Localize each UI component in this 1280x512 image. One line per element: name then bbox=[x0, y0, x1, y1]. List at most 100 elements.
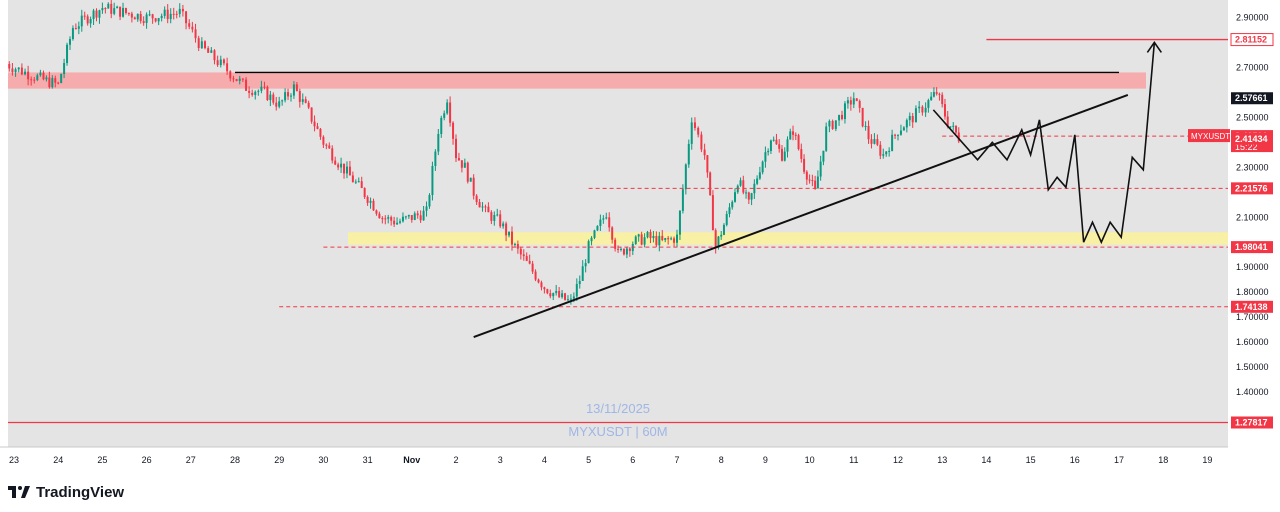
candle-body bbox=[849, 100, 852, 105]
candle-body bbox=[731, 201, 734, 208]
x-tick-label: 26 bbox=[142, 455, 152, 465]
candle-body bbox=[921, 106, 924, 113]
y-tick-label: 2.50000 bbox=[1236, 112, 1269, 122]
candle-body bbox=[80, 15, 83, 27]
candle-body bbox=[590, 237, 593, 242]
x-tick-label: 17 bbox=[1114, 455, 1124, 465]
candle-body bbox=[110, 3, 113, 14]
candle-body bbox=[649, 231, 652, 239]
candle-body bbox=[24, 71, 27, 75]
x-tick-label: 24 bbox=[53, 455, 63, 465]
candle-body bbox=[251, 92, 254, 95]
candle-body bbox=[935, 92, 938, 94]
watermark-symbol: MYXUSDT | 60M bbox=[568, 424, 667, 439]
candle-body bbox=[558, 290, 561, 298]
candle-body bbox=[678, 210, 681, 235]
price-label-text: 2.41434 bbox=[1235, 134, 1268, 144]
candle-body bbox=[625, 248, 628, 255]
candle-body bbox=[540, 282, 543, 288]
price-label bbox=[1230, 33, 1274, 47]
candle-body bbox=[803, 158, 806, 172]
x-tick-label: 6 bbox=[630, 455, 635, 465]
candle-body bbox=[484, 206, 487, 208]
candle-body bbox=[502, 223, 505, 227]
x-tick-label: 29 bbox=[274, 455, 284, 465]
watermark-date: 13/11/2025 bbox=[586, 401, 650, 416]
candle-body bbox=[855, 98, 858, 102]
candle-body bbox=[207, 48, 210, 53]
candle-body bbox=[281, 100, 284, 102]
candle-body bbox=[805, 171, 808, 180]
candle-body bbox=[142, 21, 145, 23]
candle-body bbox=[337, 164, 340, 168]
price-chart[interactable]: 13/11/2025 MYXUSDT | 60M 2.90000 2.70000 2.5… bbox=[0, 0, 1280, 470]
candle-body bbox=[786, 139, 789, 152]
candle-body bbox=[390, 217, 393, 221]
candle-body bbox=[819, 161, 822, 177]
projection-path[interactable] bbox=[932, 42, 1156, 245]
y-tick-label: 1.70000 bbox=[1236, 312, 1269, 322]
time-axis[interactable] bbox=[0, 447, 1280, 470]
candle-body bbox=[130, 13, 133, 18]
candle-body bbox=[555, 290, 558, 294]
candle-body bbox=[569, 298, 572, 300]
chart-container[interactable]: 13/11/2025 MYXUSDT | 60M 2.90000 2.70000 2.5… bbox=[0, 0, 1280, 470]
price-axis[interactable] bbox=[1228, 0, 1280, 470]
candle-body bbox=[508, 231, 511, 236]
candle-body bbox=[351, 175, 354, 183]
candle-body bbox=[709, 172, 712, 196]
candle-body bbox=[213, 50, 216, 61]
candle-body bbox=[575, 284, 578, 297]
price-label-text: 1.27817 bbox=[1235, 417, 1268, 427]
candle-body bbox=[846, 100, 849, 104]
price-label bbox=[1231, 300, 1273, 313]
candle-body bbox=[434, 151, 437, 166]
candle-body bbox=[254, 91, 257, 95]
price-label bbox=[1231, 182, 1273, 195]
candle-body bbox=[127, 12, 130, 14]
candle-body bbox=[941, 94, 944, 105]
candle-body bbox=[475, 195, 478, 203]
candle-body bbox=[843, 103, 846, 120]
candle-body bbox=[617, 248, 620, 250]
candle-body bbox=[410, 215, 413, 220]
candle-body bbox=[248, 90, 251, 93]
x-tick-label: 27 bbox=[186, 455, 196, 465]
candle-body bbox=[384, 218, 387, 220]
candle-body bbox=[825, 126, 828, 151]
candle-body bbox=[725, 213, 728, 225]
tradingview-brand: TradingView bbox=[36, 483, 125, 501]
candle-body bbox=[758, 172, 761, 179]
candle-body bbox=[219, 59, 222, 66]
candle-body bbox=[119, 6, 122, 17]
candle-body bbox=[232, 78, 235, 80]
candle-body bbox=[599, 219, 602, 226]
candle-body bbox=[413, 213, 416, 220]
candle-body bbox=[446, 102, 449, 114]
candle-body bbox=[918, 106, 921, 109]
candle-body bbox=[363, 188, 366, 197]
candle-body bbox=[652, 235, 655, 239]
candle-body bbox=[148, 14, 151, 16]
x-tick-label: 7 bbox=[674, 455, 679, 465]
candle-body bbox=[800, 149, 803, 159]
candle-body bbox=[764, 152, 767, 162]
candle-body bbox=[549, 293, 552, 297]
candle-body bbox=[761, 161, 764, 173]
candle-body bbox=[104, 8, 107, 10]
candle-body bbox=[151, 14, 154, 19]
candle-body bbox=[513, 243, 516, 245]
price-label-text: 1.74138 bbox=[1235, 302, 1268, 312]
candle-body bbox=[345, 166, 348, 174]
candle-body bbox=[949, 126, 952, 128]
candle-body bbox=[525, 256, 528, 261]
candle-body bbox=[578, 280, 581, 285]
candle-body bbox=[278, 101, 281, 107]
candle-body bbox=[780, 148, 783, 161]
candle-body bbox=[387, 217, 390, 219]
candle-body bbox=[750, 193, 753, 200]
candle-body bbox=[289, 95, 292, 97]
candle-body bbox=[899, 130, 902, 135]
candle-body bbox=[952, 125, 955, 127]
candle-body bbox=[163, 9, 166, 16]
